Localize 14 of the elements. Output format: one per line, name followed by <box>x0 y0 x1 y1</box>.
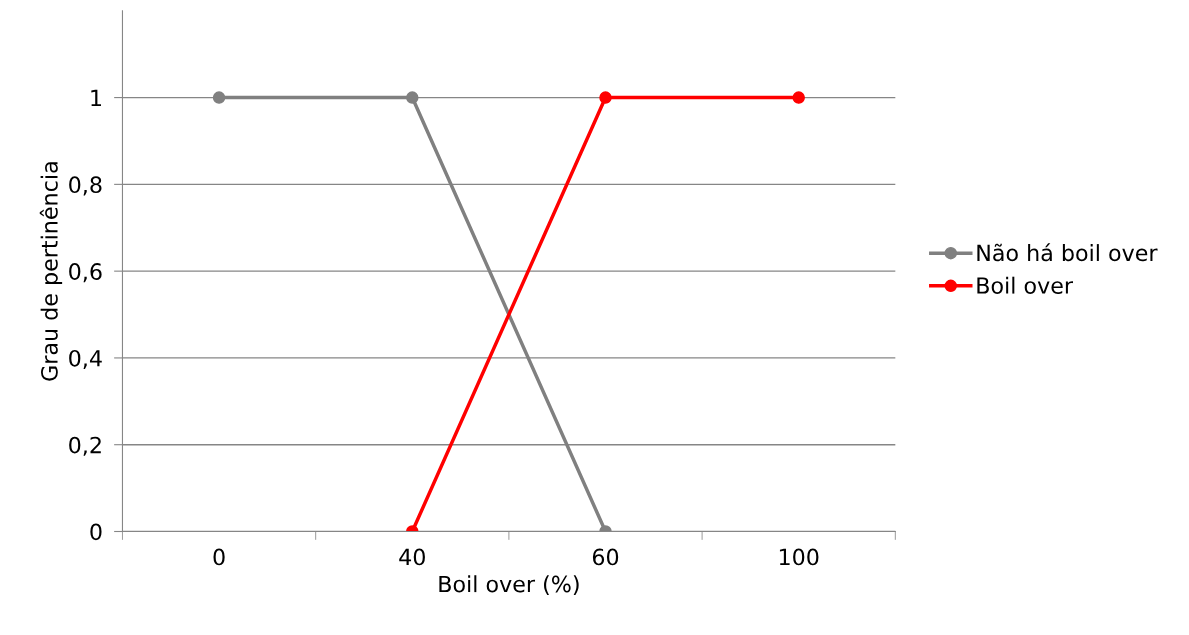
legend-label: Não há boil over <box>977 243 1158 262</box>
y-tick-label: 0,2 <box>69 436 101 456</box>
x-tick-label: 40 <box>399 548 425 566</box>
x-axis-title: Boil over (%) <box>439 575 579 596</box>
y-axis-title: Grau de pertinência <box>39 162 63 381</box>
y-tick-label: 0,4 <box>69 349 102 369</box>
legend-label: Boil over <box>977 276 1074 294</box>
x-tick-label: 60 <box>592 548 619 566</box>
y-tick-label: 0,6 <box>69 263 102 283</box>
y-tick-label: 0 <box>90 523 102 541</box>
x-tick-label: 100 <box>779 548 819 566</box>
y-tick-label: 0,8 <box>69 176 102 196</box>
y-tick-label: 1 <box>91 89 101 107</box>
x-tick-label: 0 <box>213 548 225 566</box>
